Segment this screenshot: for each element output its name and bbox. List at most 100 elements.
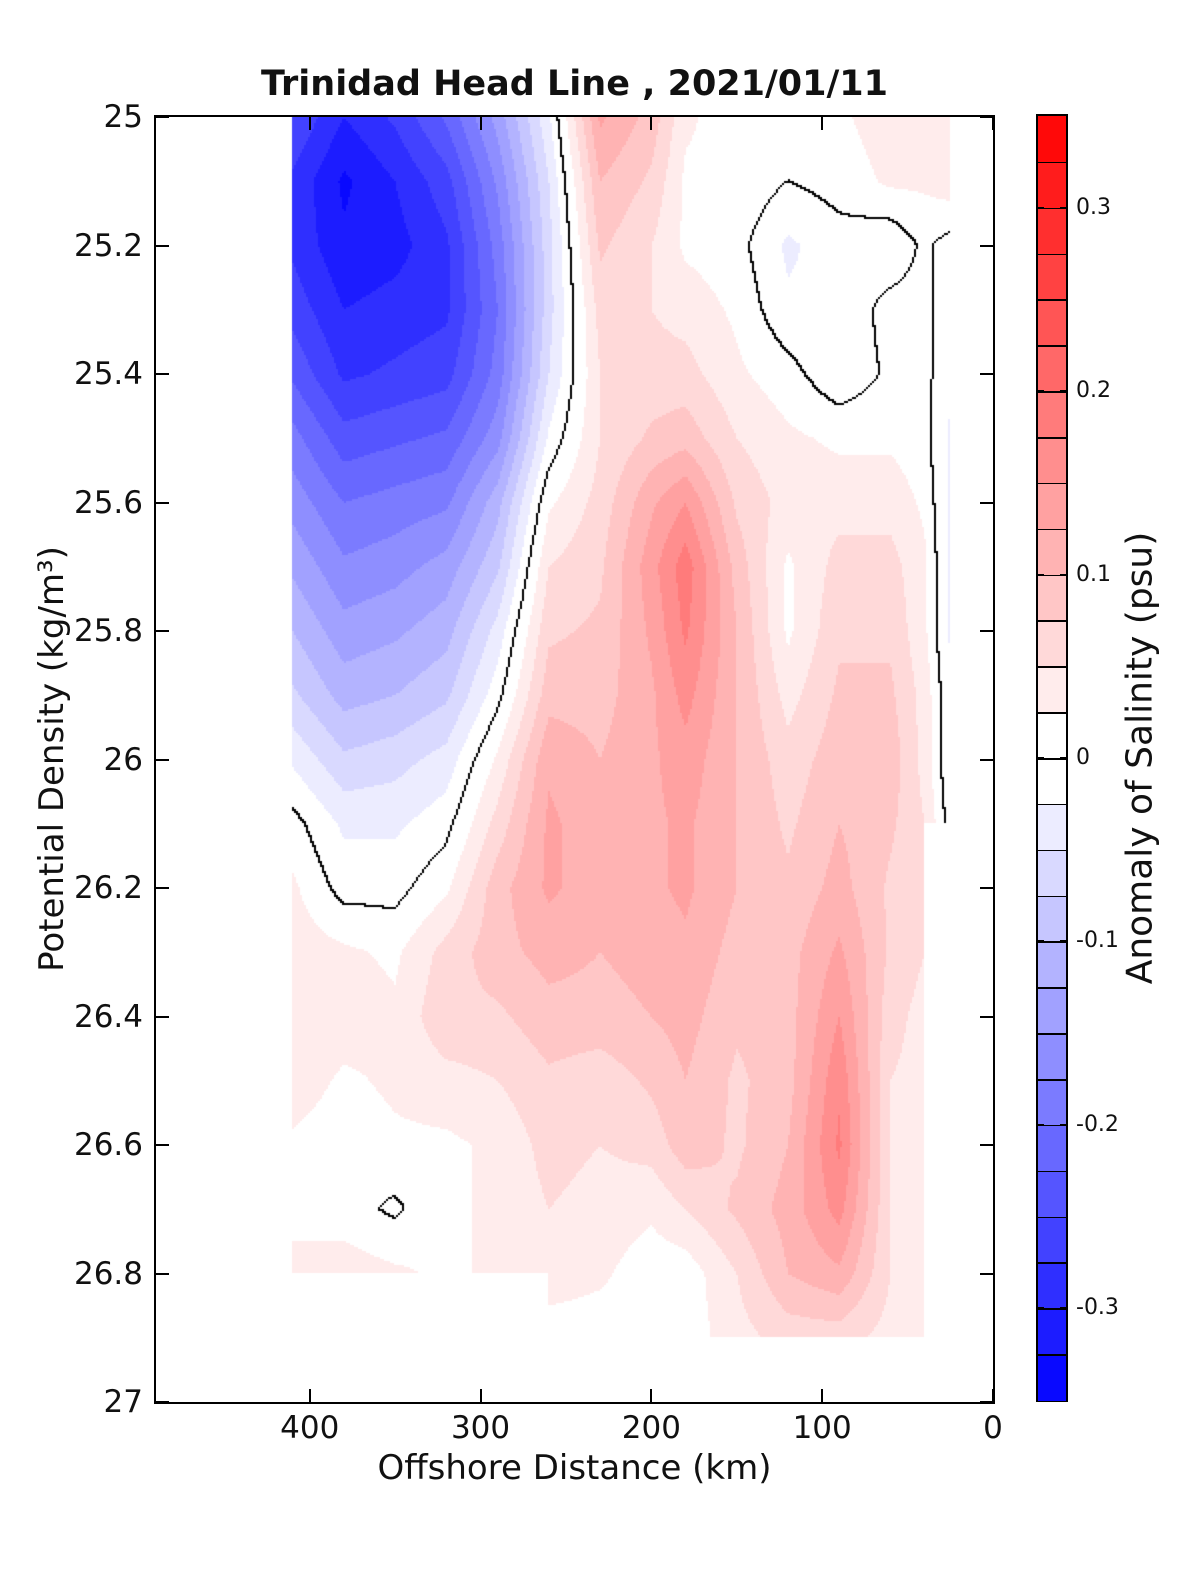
axis-tick <box>980 630 993 632</box>
axis-tick <box>308 1389 311 1402</box>
y-tick-label: 25 <box>103 99 143 135</box>
colorbar-segment <box>1038 1262 1066 1310</box>
x-tick-label: 400 <box>280 1410 340 1446</box>
colorbar-segment <box>1038 895 1066 943</box>
axis-tick <box>980 116 993 118</box>
colorbar-segment <box>1038 941 1066 989</box>
y-tick-label: 26.8 <box>73 1255 143 1292</box>
colorbar-segment <box>1038 1354 1066 1401</box>
colorbar-segment <box>1038 345 1066 393</box>
colorbar-tick-label: 0.3 <box>1076 194 1111 220</box>
colorbar-segment-divider <box>1038 1033 1066 1035</box>
colorbar-segment <box>1038 1033 1066 1080</box>
colorbar-tick <box>1038 1123 1044 1126</box>
axis-tick <box>821 1389 824 1402</box>
colorbar-segment <box>1038 528 1066 576</box>
colorbar-tick <box>1060 757 1066 759</box>
colorbar-segment-divider <box>1038 1079 1066 1081</box>
axis-tick <box>650 117 653 130</box>
colorbar-segment-divider <box>1038 207 1066 210</box>
colorbar-segment <box>1038 1079 1066 1126</box>
colorbar-segment-divider <box>1038 482 1066 485</box>
y-tick-label: 26 <box>103 741 143 778</box>
colorbar-segment-divider <box>1038 712 1066 714</box>
colorbar-segment <box>1038 207 1066 255</box>
colorbar-segment-divider <box>1038 987 1066 989</box>
axis-tick <box>156 244 169 247</box>
colorbar-tick-label: -0.3 <box>1076 1295 1119 1321</box>
colorbar-segment <box>1038 803 1066 851</box>
axis-tick <box>980 244 993 247</box>
y-tick-label: 27 <box>103 1384 143 1420</box>
axis-tick <box>650 1389 653 1402</box>
colorbar-segment <box>1038 253 1066 301</box>
axis-tick <box>992 1389 994 1402</box>
colorbar-segment <box>1038 987 1066 1035</box>
axis-tick <box>156 630 169 632</box>
axis-tick <box>821 117 824 130</box>
colorbar-segment <box>1038 758 1066 805</box>
colorbar-segment <box>1038 666 1066 714</box>
colorbar-segment-divider <box>1038 849 1066 852</box>
colorbar-segment-divider <box>1038 1262 1066 1264</box>
colorbar-segment-divider <box>1038 574 1066 577</box>
colorbar-segment-divider <box>1038 1308 1066 1310</box>
axis-tick <box>980 758 993 761</box>
colorbar-segment <box>1038 712 1066 759</box>
colorbar-segment-divider <box>1038 1170 1066 1173</box>
colorbar-tick <box>1060 573 1066 576</box>
colorbar-segment-divider <box>1038 895 1066 898</box>
axis-tick <box>980 373 993 375</box>
colorbar-segment <box>1038 1124 1066 1172</box>
colorbar <box>1036 114 1068 1402</box>
colorbar-segment-divider <box>1038 391 1066 393</box>
colorbar-tick-label: 0.2 <box>1076 378 1111 404</box>
axis-tick <box>156 758 169 761</box>
y-tick-label: 25.8 <box>73 613 143 649</box>
colorbar-tick <box>1038 940 1044 943</box>
x-axis-label: Offshore Distance (km) <box>377 1448 772 1488</box>
colorbar-segment <box>1038 116 1066 163</box>
colorbar-tick-label: 0 <box>1076 745 1090 770</box>
colorbar-segment <box>1038 437 1066 484</box>
axis-tick <box>308 117 311 130</box>
axis-tick <box>156 501 169 504</box>
axes-box <box>154 115 995 1404</box>
x-tick-label: 200 <box>621 1410 681 1446</box>
axis-tick <box>980 1144 993 1146</box>
x-tick-label: 100 <box>792 1410 852 1446</box>
colorbar-tick-label: -0.2 <box>1076 1111 1119 1137</box>
colorbar-segment <box>1038 620 1066 668</box>
contour-plot-canvas <box>156 117 993 1402</box>
axis-tick <box>156 373 169 375</box>
axis-tick <box>156 887 169 889</box>
colorbar-segment-divider <box>1038 620 1066 622</box>
colorbar-tick <box>1060 390 1066 393</box>
y-tick-label: 26.2 <box>73 870 143 906</box>
y-axis-label: Potential Density (kg/m³) <box>32 546 72 972</box>
colorbar-segment <box>1038 299 1066 347</box>
colorbar-segment <box>1038 1170 1066 1218</box>
colorbar-segment <box>1038 482 1066 530</box>
axis-tick <box>156 1401 169 1403</box>
axis-tick <box>156 116 169 118</box>
colorbar-segment <box>1038 391 1066 438</box>
axis-tick <box>980 1015 993 1018</box>
colorbar-segment-divider <box>1038 1124 1066 1127</box>
colorbar-segment-divider <box>1038 437 1066 439</box>
axis-tick <box>980 887 993 889</box>
x-tick-label: 300 <box>450 1410 511 1446</box>
axis-tick <box>980 1401 993 1403</box>
colorbar-tick <box>1060 1307 1066 1310</box>
colorbar-tick <box>1038 206 1044 209</box>
axis-tick <box>156 1272 169 1275</box>
colorbar-tick <box>1038 1307 1044 1310</box>
colorbar-tick-label: 0.1 <box>1076 561 1111 587</box>
colorbar-segment-divider <box>1038 758 1066 760</box>
colorbar-segment <box>1038 161 1066 209</box>
colorbar-tick <box>1038 573 1044 576</box>
colorbar-segment <box>1038 849 1066 897</box>
y-tick-label: 26.6 <box>73 1127 143 1163</box>
colorbar-tick-label: -0.1 <box>1076 928 1119 954</box>
